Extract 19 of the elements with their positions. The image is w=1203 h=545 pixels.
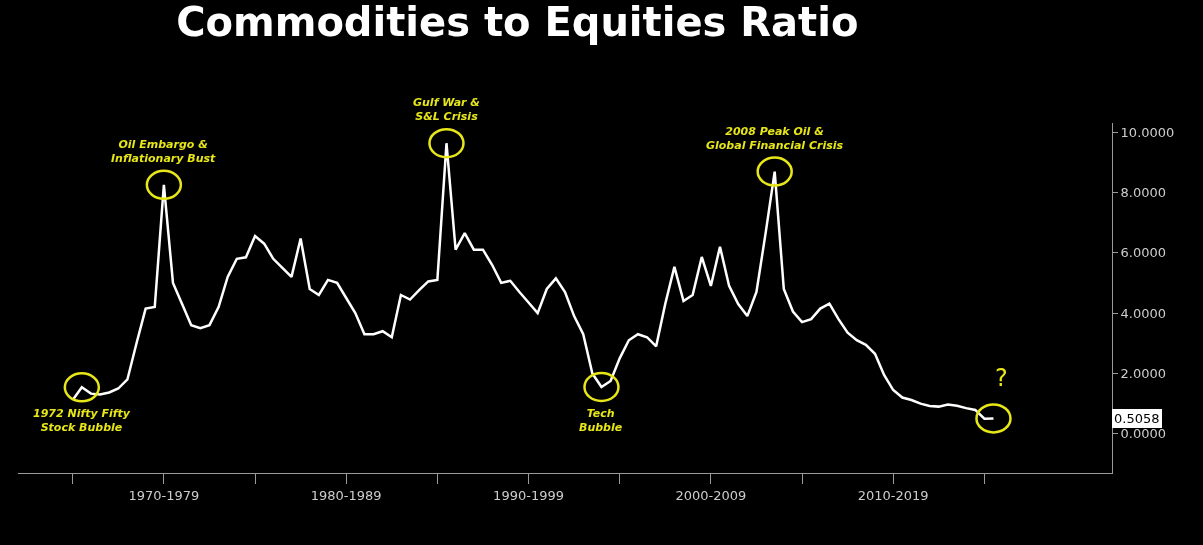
annotation: Tech Bubble bbox=[579, 407, 623, 435]
y-tick-label: 10.0000 bbox=[1120, 124, 1175, 140]
annotation: 2008 Peak Oil & Global Financial Crisis bbox=[706, 125, 844, 153]
y-tick-label: 2.0000 bbox=[1120, 365, 1167, 381]
y-tick-label: 6.0000 bbox=[1120, 245, 1167, 261]
annotation: Gulf War & S&L Crisis bbox=[413, 96, 480, 124]
text: 0.5058 bbox=[1114, 411, 1160, 426]
x-tick-label: 2000-2009 bbox=[675, 487, 747, 503]
x-tick-label: 1970-1979 bbox=[128, 487, 200, 503]
y-tick-label: 4.0000 bbox=[1120, 305, 1167, 321]
annotation: 1972 Nifty Fifty Stock Bubble bbox=[33, 407, 131, 435]
x-tick-label: 1980-1989 bbox=[310, 487, 382, 503]
y-tick-label: 8.0000 bbox=[1120, 184, 1167, 200]
chart-title: Commodities to Equities Ratio bbox=[176, 0, 859, 46]
x-tick-label: 1990-1999 bbox=[493, 487, 564, 503]
annotation: ? bbox=[995, 364, 1008, 392]
x-tick-label: 2010-2019 bbox=[857, 487, 929, 503]
y-tick-label: 0.0000 bbox=[1120, 426, 1167, 442]
annotation: Oil Embargo & Inflationary Bust bbox=[111, 138, 217, 166]
